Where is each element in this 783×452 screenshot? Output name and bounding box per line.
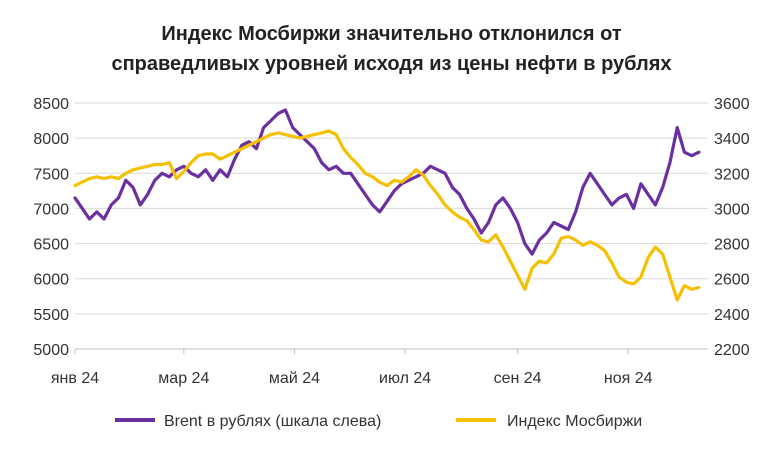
x-tick-label: июл 24 [379, 370, 431, 387]
y-left-tick-label: 6000 [33, 272, 69, 289]
y-right-tick-label: 3400 [714, 131, 750, 148]
series-line-2 [73, 129, 701, 302]
x-tick-label: мар 24 [158, 370, 209, 387]
y-left-tick-label: 5000 [33, 342, 69, 359]
chart-title-line-2: справедливых уровней исходя из цены нефт… [111, 53, 671, 75]
y-right-tick-label: 2200 [714, 342, 750, 359]
y-right-tick-label: 3200 [714, 166, 750, 183]
x-tick-label: янв 24 [51, 370, 99, 387]
series-line-1 [73, 108, 701, 256]
y-right-tick-label: 3000 [714, 201, 750, 218]
y-right-tick-label: 2400 [714, 307, 750, 324]
axes: 8500 8000 7500 7000 6500 6000 5500 5000 3600 3400… [33, 96, 749, 387]
y-left-tick-label: 7000 [33, 201, 69, 218]
y-left-tick-label: 8500 [33, 96, 69, 113]
y-right-tick-label: 3600 [714, 96, 750, 113]
y-right-tick-label: 2600 [714, 272, 750, 289]
legend-label-1: Brent в рублях (шкала слева) [164, 413, 381, 430]
y-right-tick-label: 2800 [714, 237, 750, 254]
chart-title-line-1: Индекс Мосбиржи значительно отклонился о… [161, 23, 621, 45]
y-left-tick-label: 7500 [33, 166, 69, 183]
y-left-tick-label: 6500 [33, 237, 69, 254]
y-left-tick-label: 8000 [33, 131, 69, 148]
x-tick-label: сен 24 [494, 370, 542, 387]
legend: Brent в рублях (шкала слева) Индекс Мосби… [115, 413, 642, 430]
gridlines [75, 102, 708, 350]
y-left-tick-label: 5500 [33, 307, 69, 324]
x-tick-label: май 24 [269, 370, 320, 387]
legend-label-2: Индекс Мосбиржи [507, 413, 642, 430]
series-lines [73, 108, 701, 302]
x-tick-label: ноя 24 [604, 370, 653, 387]
